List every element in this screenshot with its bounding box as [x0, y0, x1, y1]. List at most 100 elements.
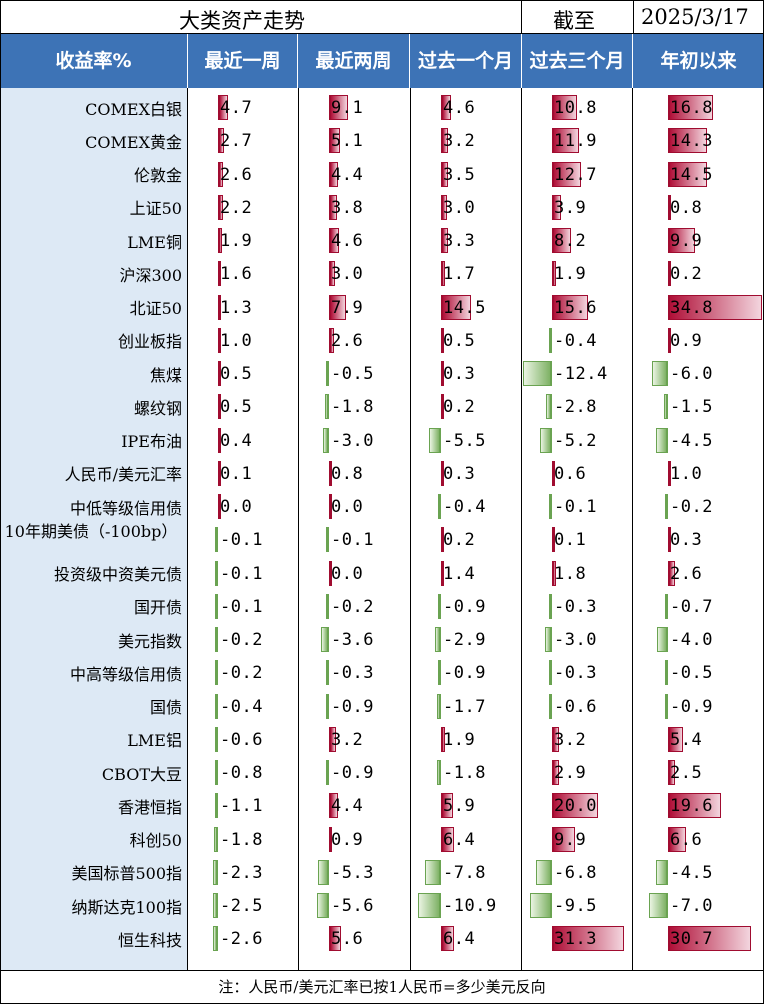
- value-text: 10.8: [554, 98, 597, 118]
- value-bar: [441, 560, 444, 586]
- value-bar: [649, 893, 668, 918]
- value-bar: [441, 527, 444, 553]
- value-text: 3.0: [443, 197, 476, 218]
- value-text: 1.9: [554, 264, 587, 285]
- value-bar: [438, 593, 441, 619]
- table-row: 中高等级信用债 -0.2 -0.3 -0.9 -0.3 -0.5: [0, 656, 764, 689]
- value-bar: [215, 793, 218, 819]
- value-text: -0.3: [331, 663, 374, 684]
- value-bar: [218, 394, 221, 420]
- value-text: -1.8: [220, 829, 263, 850]
- title-divider: [521, 1, 522, 35]
- value-text: 3.0: [331, 264, 364, 285]
- value-text: -3.6: [331, 630, 374, 650]
- value-text: -0.1: [220, 530, 263, 551]
- value-text: 3.8: [331, 197, 364, 218]
- value-bar: [326, 527, 329, 553]
- value-bar: [441, 128, 448, 154]
- value-text: 6.6: [670, 829, 703, 850]
- value-text: -10.9: [443, 896, 497, 916]
- value-bar: [668, 228, 695, 253]
- value-text: 2.6: [220, 164, 253, 185]
- value-bar: [536, 859, 552, 885]
- value-bar: [552, 826, 575, 852]
- value-text: 1.7: [443, 264, 476, 285]
- value-text: -0.9: [670, 696, 713, 717]
- value-text: 2.7: [220, 131, 253, 152]
- value-text: -6.0: [670, 364, 713, 384]
- value-bar: [545, 394, 552, 420]
- value-bar: [441, 161, 449, 187]
- value-bar: [655, 859, 668, 885]
- row-label: LME铝: [127, 731, 182, 751]
- value-text: 0.2: [443, 397, 476, 418]
- value-text: -0.4: [554, 330, 597, 351]
- value-text: -2.8: [554, 397, 597, 418]
- value-text: -0.5: [670, 663, 713, 684]
- value-text: -0.2: [670, 497, 713, 517]
- table-row: LME铝 -0.6 3.2 1.9 3.2 5.4: [0, 723, 764, 756]
- value-bar: [329, 926, 341, 952]
- row-label: 国开债: [133, 598, 182, 618]
- value-text: 9.9: [670, 231, 703, 251]
- value-text: 0.9: [670, 330, 703, 351]
- value-bar: [438, 494, 441, 519]
- value-bar: [218, 261, 222, 287]
- value-text: 0.0: [331, 497, 364, 517]
- value-bar: [329, 793, 339, 819]
- value-text: 0.8: [670, 197, 703, 218]
- value-bar: [218, 228, 222, 253]
- column-divider: [187, 88, 188, 970]
- value-text: 30.7: [670, 929, 713, 950]
- value-text: -3.0: [554, 630, 597, 650]
- column-divider: [521, 88, 522, 970]
- row-label: IPE布油: [121, 432, 182, 451]
- table-title: 大类资产走势: [179, 9, 305, 33]
- value-text: -0.1: [220, 563, 263, 584]
- value-text: 15.6: [554, 297, 597, 318]
- value-bar: [540, 427, 552, 453]
- row-label: CBOT大豆: [101, 764, 182, 784]
- value-text: -5.6: [331, 896, 374, 916]
- row-label: 美国标普500指: [71, 864, 182, 884]
- value-bar: [329, 460, 332, 486]
- value-bar: [552, 926, 624, 952]
- value-bar: [552, 294, 588, 320]
- column-divider: [298, 88, 299, 970]
- value-bar: [441, 261, 445, 287]
- value-bar: [218, 327, 221, 353]
- table-row: 北证50 1.3 7.9 14.5 15.6 34.8: [0, 291, 764, 324]
- value-text: 1.8: [554, 563, 587, 584]
- row-label: 美元指数: [117, 631, 182, 651]
- value-bar: [218, 494, 221, 519]
- table-row: 焦煤 0.5 -0.5 0.3 -12.4 -6.0: [0, 357, 764, 390]
- value-bar: [329, 726, 336, 752]
- value-bar: [215, 693, 218, 719]
- table-row: 螺纹钢 0.5 -1.8 0.2 -2.8 -1.5: [0, 390, 764, 423]
- footer-note: 注：人民币/美元汇率已按1人民币=多少美元反向: [0, 970, 764, 1004]
- value-bar: [441, 726, 445, 752]
- value-bar: [326, 660, 329, 686]
- value-bar: [218, 427, 221, 453]
- header-row: 收益率% 最近一周 最近两周 过去一个月 过去三个月 年初以来: [0, 34, 764, 88]
- table-row: 10年期美债（-100bp） -0.1 -0.1 0.2 0.1 0.3: [0, 523, 764, 556]
- row-label: 10年期美债（-100bp）: [4, 523, 178, 542]
- value-bar: [215, 660, 218, 686]
- value-text: 0.2: [670, 264, 703, 285]
- value-text: -2.5: [220, 896, 263, 916]
- value-text: 1.4: [443, 563, 476, 584]
- table-row: 上证50 2.2 3.8 3.0 3.9 0.8: [0, 191, 764, 224]
- value-bar: [329, 194, 337, 220]
- row-label: LME铜: [127, 232, 182, 252]
- row-label: 中低等级信用债: [69, 498, 182, 518]
- value-text: 0.3: [443, 463, 476, 484]
- column-divider: [410, 88, 411, 970]
- value-text: 1.3: [220, 297, 253, 318]
- title-bar: 大类资产走势 截至 2025/3/17: [0, 0, 764, 35]
- header-1m: 过去一个月: [410, 34, 522, 88]
- value-text: 34.8: [670, 297, 713, 318]
- title-divider: [633, 1, 634, 35]
- value-text: -0.1: [331, 530, 374, 551]
- row-label: 科创50: [129, 831, 182, 850]
- table-row: 国开债 -0.1 -0.2 -0.9 -0.3 -0.7: [0, 590, 764, 623]
